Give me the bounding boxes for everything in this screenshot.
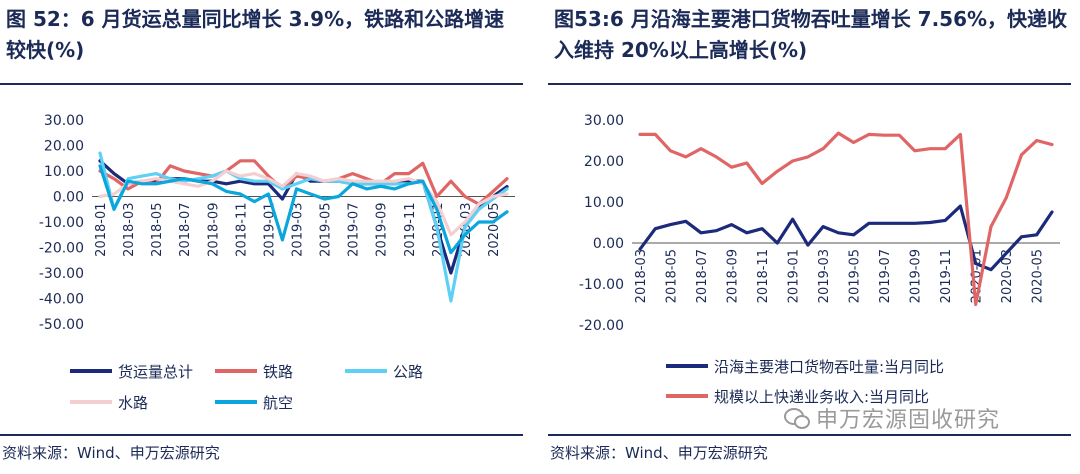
right-source-rule (548, 434, 1071, 436)
y-tick-label: 10.00 (44, 164, 84, 180)
left-title-rule (0, 83, 523, 85)
x-tick-label: 2019-11 (403, 203, 418, 257)
y-tick-label: -30.00 (39, 266, 84, 282)
left-source-rule (0, 434, 523, 436)
x-tick-label: 2019-07 (878, 249, 893, 303)
wechat-icon (784, 408, 810, 429)
x-tick-label: 2018-11 (756, 249, 771, 303)
x-tick-label: 2019-09 (375, 203, 390, 257)
y-tick-label: 0.00 (593, 236, 624, 252)
x-tick-label: 2019-05 (848, 249, 863, 303)
x-tick-label: 2019-03 (817, 249, 832, 303)
y-tick-label: 30.00 (584, 113, 624, 129)
x-tick-label: 2018-07 (695, 249, 710, 303)
right-panel: 图53:6 月沿海主要港口货物吞吐量增长 7.56%，快递收入维持 20%以上高… (548, 0, 1078, 474)
x-tick-label: 2020-03 (1000, 249, 1015, 303)
legend-label: 规模以上快递业务收入:当月同比 (714, 388, 929, 406)
left-chart: 30.00 20.00 10.00 0.00 -10.00 -20.00 -30.00 -40… (39, 113, 515, 412)
series-line-2 (98, 159, 509, 206)
x-tick-label: 2018-09 (206, 203, 221, 257)
y-tick-label: 10.00 (584, 195, 624, 211)
series-line-2 (638, 131, 1054, 307)
y-tick-label: -20.00 (39, 241, 84, 257)
y-tick-label: 20.00 (584, 154, 624, 170)
x-tick-label: 2019-01 (262, 203, 277, 257)
x-tick-label: 2019-07 (347, 203, 362, 257)
watermark: 申万宏源固收研究 (784, 402, 1000, 434)
x-tick-label: 2018-09 (726, 249, 741, 303)
y-tick-label: -10.00 (579, 277, 624, 293)
legend-label: 货运量总计 (118, 363, 193, 381)
legend-label: 铁路 (263, 363, 293, 381)
right-chart: 30.00 20.00 10.00 0.00 -10.00 -20.00 2018-03 20… (579, 113, 1060, 406)
y-tick-label: 30.00 (44, 113, 84, 129)
series-line-5 (98, 164, 509, 255)
x-tick-label: 2019-03 (290, 203, 305, 257)
y-tick-label: -50.00 (39, 317, 84, 333)
x-tick-label: 2018-05 (665, 249, 680, 303)
y-tick-label: -10.00 (39, 215, 84, 231)
legend-label: 水路 (118, 394, 148, 412)
y-tick-label: 0.00 (53, 190, 84, 206)
legend-label: 航空 (263, 394, 293, 412)
x-tick-label: 2019-05 (319, 203, 334, 257)
x-tick-label: 2019-11 (939, 249, 954, 303)
x-tick-label: 2018-03 (634, 249, 649, 303)
right-title-rule (548, 83, 1071, 85)
y-tick-label: -40.00 (39, 292, 84, 308)
left-panel: 图 52：6 月货运总量同比增长 3.9%，铁路和公路增速较快(%) 30.00… (0, 0, 530, 474)
x-tick-label: 2020-05 (487, 203, 502, 257)
x-tick-label: 2019-01 (787, 249, 802, 303)
x-tick-label: 2018-01 (94, 203, 109, 257)
x-tick-label: 2018-05 (150, 203, 165, 257)
left-chart-title: 图 52：6 月货运总量同比增长 3.9%，铁路和公路增速较快(%) (6, 7, 505, 62)
x-tick-label: 2018-07 (178, 203, 193, 257)
right-source: 资料来源：Wind、申万宏源研究 (550, 444, 768, 462)
series-line-3 (98, 151, 509, 303)
watermark-text: 申万宏源固收研究 (816, 408, 1001, 433)
legend-label: 沿海主要港口货物吞吐量:当月同比 (714, 358, 944, 376)
right-chart-title: 图53:6 月沿海主要港口货物吞吐量增长 7.56%，快递收入维持 20%以上高… (554, 7, 1068, 62)
legend-label: 公路 (393, 363, 423, 381)
x-tick-label: 2018-11 (234, 203, 249, 257)
y-tick-label: 20.00 (44, 139, 84, 155)
left-source: 资料来源：Wind、申万宏源研究 (2, 444, 220, 462)
x-tick-label: 2020-05 (1031, 249, 1046, 303)
y-tick-label: -20.00 (579, 318, 624, 334)
x-tick-label: 2019-09 (909, 249, 924, 303)
x-tick-label: 2018-03 (122, 203, 137, 257)
